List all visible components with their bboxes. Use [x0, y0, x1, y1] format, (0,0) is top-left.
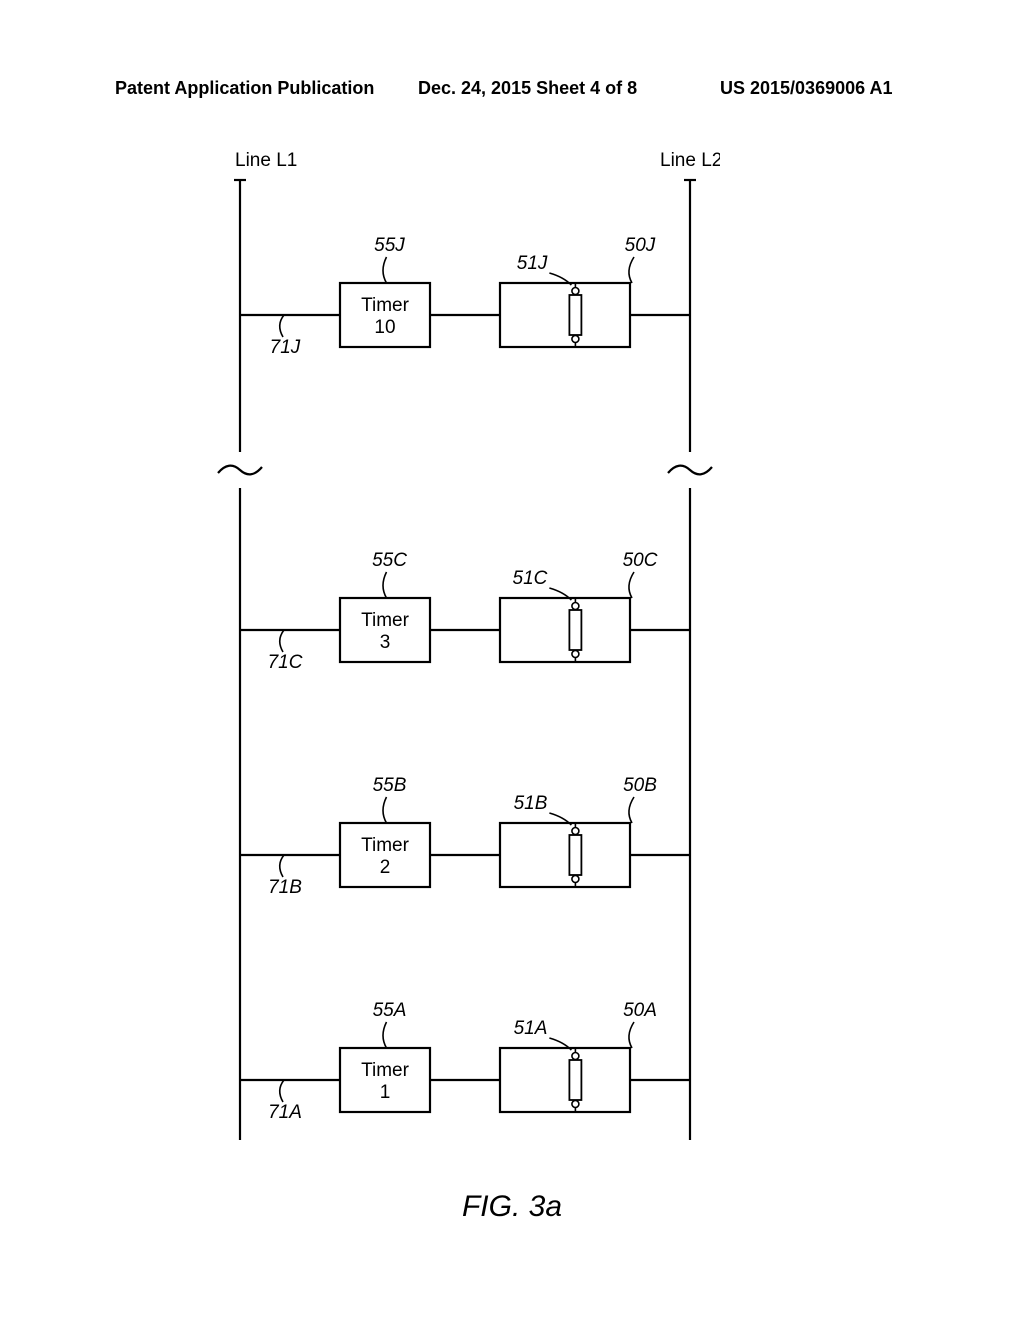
svg-text:Timer: Timer: [361, 1060, 410, 1081]
svg-text:71J: 71J: [270, 337, 301, 358]
svg-text:3: 3: [380, 632, 391, 653]
svg-text:51J: 51J: [517, 253, 548, 274]
circuit-diagram: Line L1Line L2Timer1055J50J51J71JTimer35…: [200, 140, 720, 1220]
svg-text:50A: 50A: [623, 1000, 657, 1021]
svg-text:Timer: Timer: [361, 835, 410, 856]
figure-caption: FIG. 3a: [0, 1190, 1024, 1224]
svg-text:50B: 50B: [623, 775, 657, 796]
svg-text:55A: 55A: [373, 1000, 407, 1021]
svg-text:1: 1: [380, 1082, 391, 1103]
svg-text:71B: 71B: [268, 877, 302, 898]
svg-text:51C: 51C: [513, 568, 548, 589]
svg-text:10: 10: [374, 317, 395, 338]
svg-text:Line L1: Line L1: [235, 150, 297, 171]
svg-text:2: 2: [380, 857, 391, 878]
svg-text:Timer: Timer: [361, 295, 410, 316]
svg-text:51A: 51A: [514, 1018, 548, 1039]
svg-text:Line L2: Line L2: [660, 150, 720, 171]
svg-text:50J: 50J: [625, 235, 656, 256]
page: Patent Application Publication Dec. 24, …: [0, 0, 1024, 1320]
svg-text:Timer: Timer: [361, 610, 410, 631]
header-center: Dec. 24, 2015 Sheet 4 of 8: [418, 78, 637, 99]
header-left: Patent Application Publication: [115, 78, 374, 99]
svg-text:55C: 55C: [372, 550, 407, 571]
header-right: US 2015/0369006 A1: [720, 78, 892, 99]
svg-text:71C: 71C: [268, 652, 303, 673]
svg-text:55J: 55J: [374, 235, 405, 256]
svg-text:50C: 50C: [623, 550, 658, 571]
svg-text:51B: 51B: [514, 793, 548, 814]
page-header: Patent Application Publication Dec. 24, …: [0, 78, 1024, 108]
svg-text:55B: 55B: [373, 775, 407, 796]
svg-text:71A: 71A: [268, 1102, 302, 1123]
